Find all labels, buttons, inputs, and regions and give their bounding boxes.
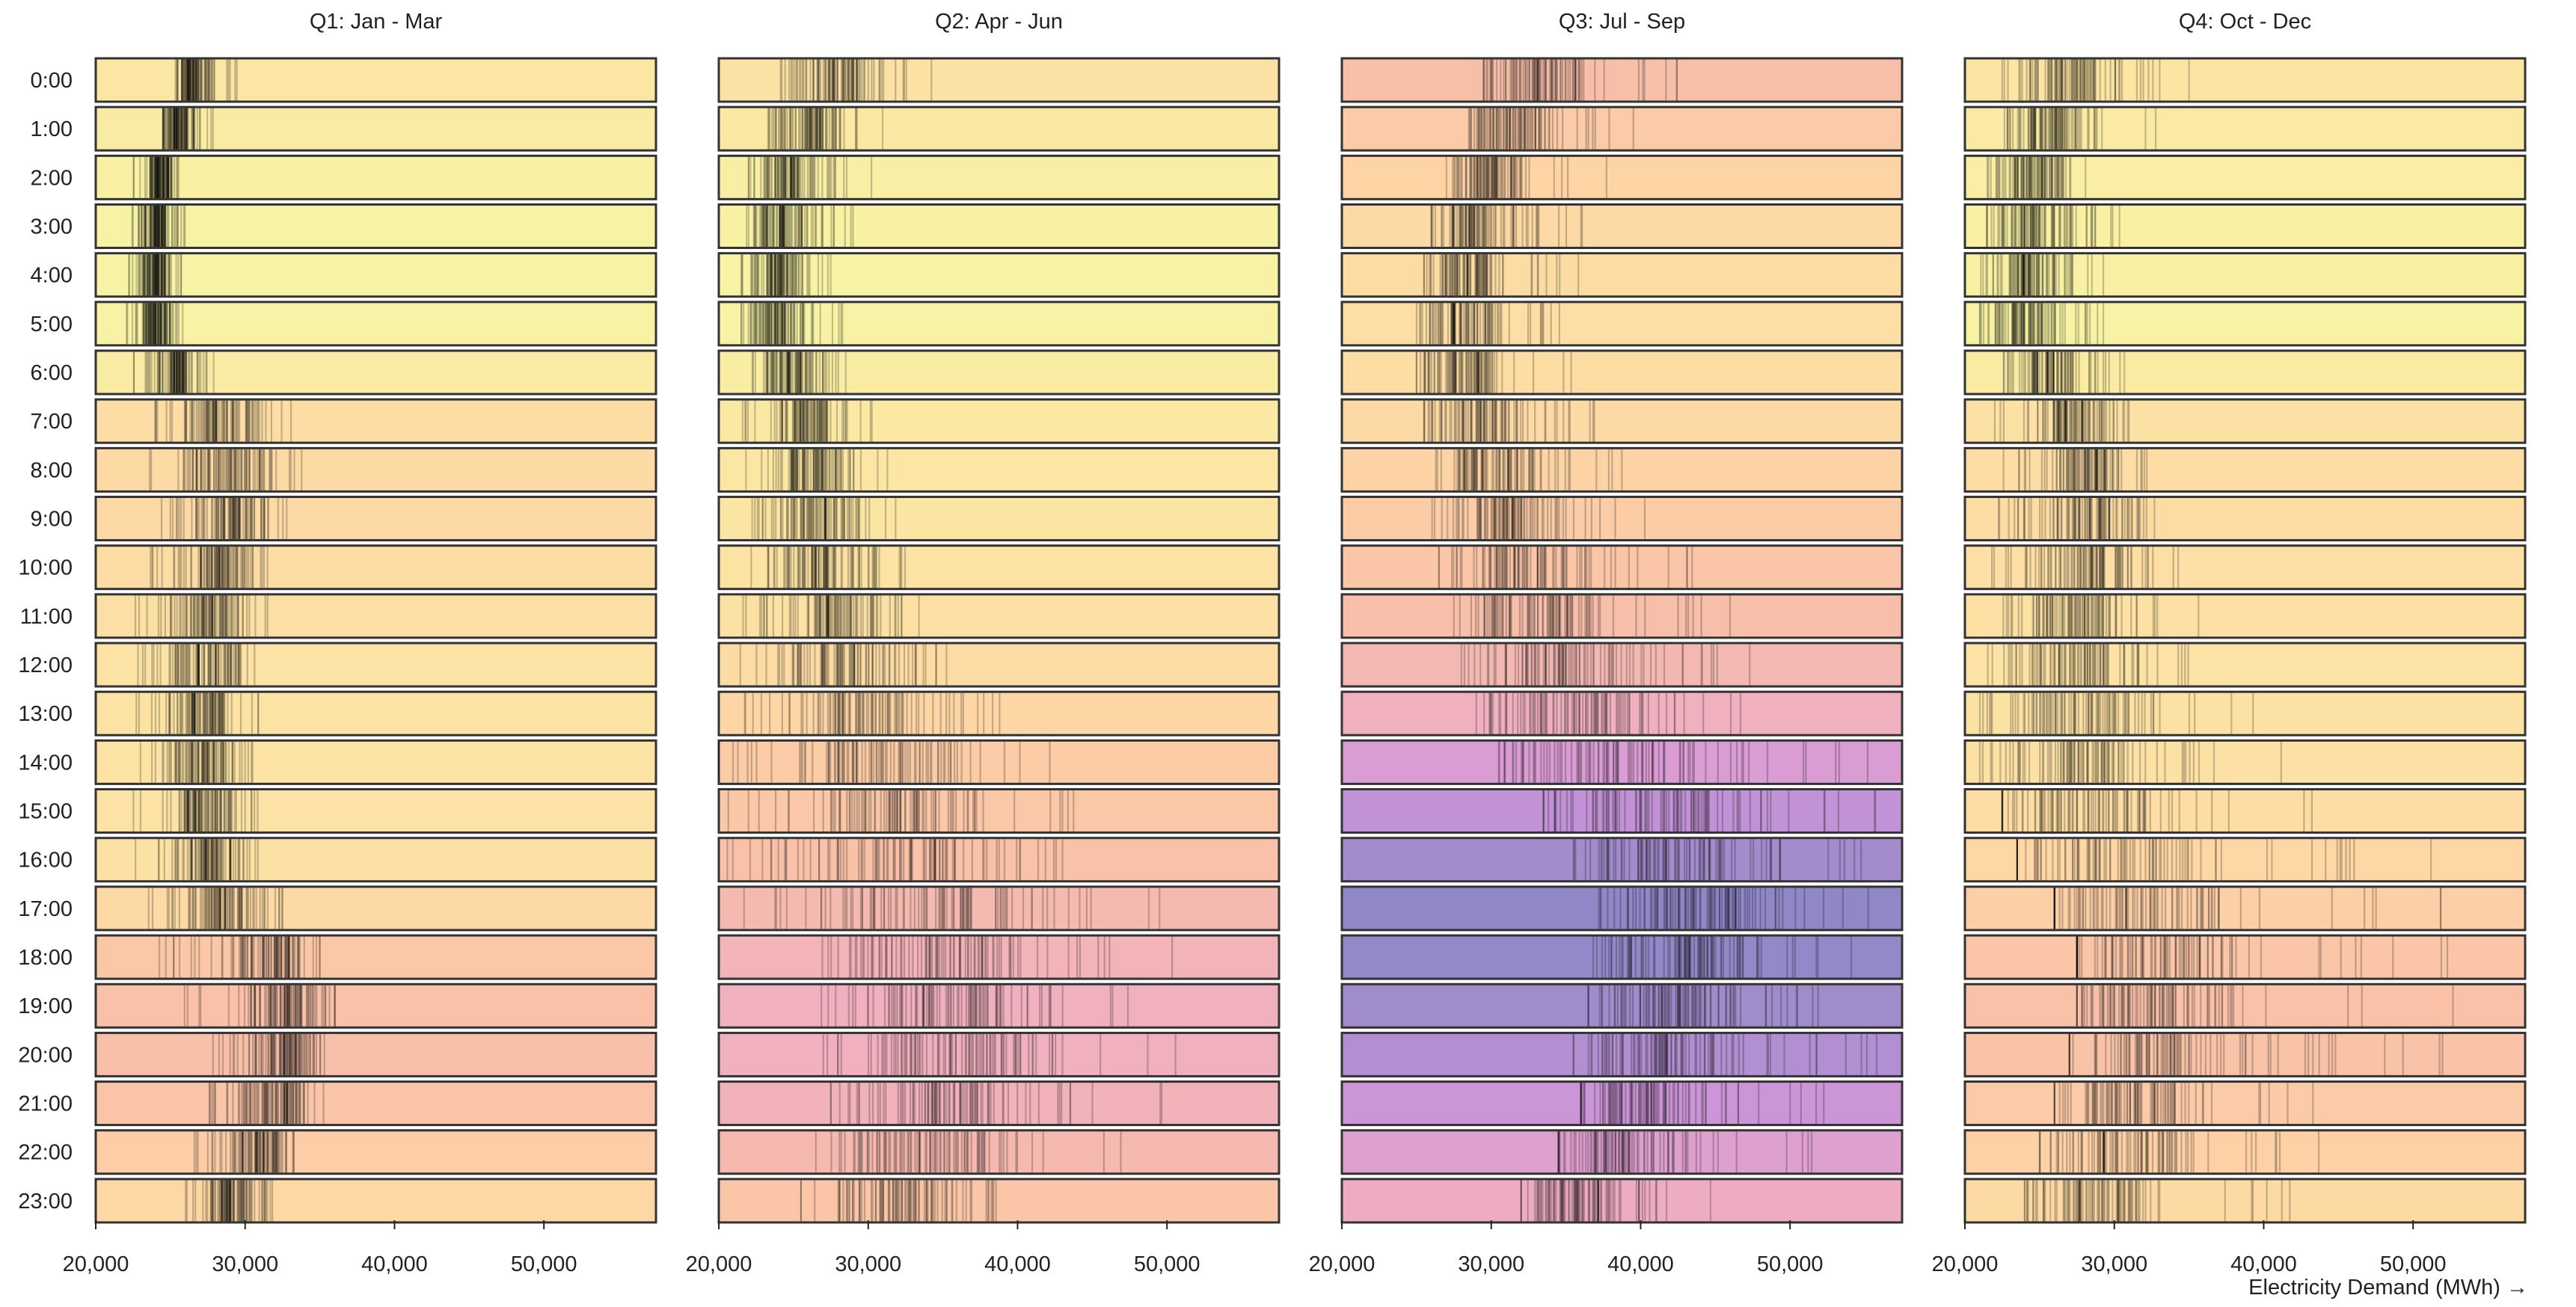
- hour-band: [94, 57, 657, 103]
- hour-label: 21:00: [18, 1092, 73, 1116]
- hour-band: [94, 203, 657, 250]
- hour-label: 9:00: [31, 508, 73, 532]
- hour-band: [717, 885, 1281, 932]
- hour-band: [717, 446, 1281, 493]
- hour-band: [94, 544, 657, 591]
- hour-band: [94, 934, 657, 980]
- hour-band: [94, 885, 657, 932]
- hour-band: [717, 837, 1281, 883]
- hour-band: [94, 837, 657, 883]
- hour-label: 15:00: [18, 800, 73, 824]
- hour-band: [94, 1178, 657, 1224]
- x-tick-label: 40,000: [361, 1252, 428, 1276]
- panel-2: Q2: Apr - Jun 20,000 30,000 40,000 50,000: [686, 10, 1281, 1276]
- hour-label: 16:00: [18, 849, 73, 873]
- hour-band: [94, 154, 657, 200]
- hour-band: [717, 57, 1281, 103]
- hour-band: [94, 496, 657, 542]
- hour-label: 3:00: [31, 215, 73, 239]
- panel-1: Q1: Jan - Mar 20,000 30,000 40,000 50,000: [63, 10, 657, 1276]
- hour-band: [717, 154, 1281, 200]
- hour-label: 1:00: [31, 117, 73, 141]
- hour-label: 6:00: [31, 361, 73, 385]
- hour-band: [717, 349, 1281, 396]
- hour-label: 8:00: [31, 458, 73, 482]
- hour-band: [717, 593, 1281, 639]
- panel-title: Q1: Jan - Mar: [310, 10, 443, 34]
- hour-label: 0:00: [31, 69, 73, 93]
- hour-label: 5:00: [31, 313, 73, 336]
- hour-band: [1340, 105, 1904, 152]
- hour-band: [94, 1129, 657, 1175]
- x-tick-label: 30,000: [212, 1252, 278, 1276]
- hour-band: [717, 788, 1281, 834]
- hour-band: [1340, 154, 1904, 200]
- x-tick-label: 20,000: [686, 1252, 752, 1276]
- x-tick-label: 20,000: [63, 1252, 129, 1276]
- x-tick-label: 50,000: [1134, 1252, 1200, 1276]
- hour-band: [717, 739, 1281, 785]
- hour-label: 22:00: [18, 1141, 73, 1165]
- x-tick-label: 30,000: [835, 1252, 901, 1276]
- hour-label: 12:00: [18, 654, 73, 677]
- hour-band: [717, 203, 1281, 250]
- hour-band: [717, 1178, 1281, 1224]
- hour-band: [717, 642, 1281, 688]
- hour-band: [717, 1129, 1281, 1175]
- hour-band: [94, 1031, 657, 1077]
- hour-band: [717, 496, 1281, 542]
- panel-title: Q3: Jul - Sep: [1559, 10, 1685, 34]
- hour-band: [717, 544, 1281, 591]
- hour-band: [1340, 252, 1904, 298]
- hour-band: [717, 398, 1281, 444]
- hour-band: [94, 398, 657, 444]
- hour-band: [94, 301, 657, 347]
- hour-label: 10:00: [18, 556, 73, 580]
- hour-band: [94, 690, 657, 736]
- hour-band: [94, 349, 657, 396]
- hour-label: 18:00: [18, 946, 73, 970]
- hour-band: [94, 982, 657, 1029]
- hour-band: [717, 934, 1281, 980]
- hour-band: [94, 593, 657, 639]
- hour-band: [717, 301, 1281, 347]
- hour-band: [1340, 301, 1904, 347]
- hour-band: [94, 739, 657, 785]
- hour-band: [1340, 349, 1904, 396]
- hour-label: 7:00: [31, 410, 73, 434]
- hour-band: [717, 252, 1281, 298]
- x-tick-label: 40,000: [984, 1252, 1051, 1276]
- hour-label: 2:00: [31, 166, 73, 190]
- hour-band: [717, 1080, 1281, 1127]
- hour-label: 20:00: [18, 1043, 73, 1067]
- hour-label: 17:00: [18, 897, 73, 921]
- hour-label: 13:00: [18, 702, 73, 726]
- hour-label: 14:00: [18, 751, 73, 775]
- panel-title: Q2: Apr - Jun: [935, 10, 1063, 34]
- hour-label: 4:00: [31, 264, 73, 288]
- hour-band: [1340, 57, 1904, 103]
- hour-band: [717, 690, 1281, 736]
- hour-band: [94, 252, 657, 298]
- hour-band: [94, 1080, 657, 1127]
- hour-band: [717, 1031, 1281, 1077]
- hour-band: [94, 446, 657, 493]
- hour-label: 11:00: [20, 605, 73, 629]
- hour-band: [94, 642, 657, 688]
- hour-band: [717, 982, 1281, 1029]
- hour-band: [94, 105, 657, 152]
- hour-label: 23:00: [18, 1190, 73, 1214]
- x-tick-label: 50,000: [511, 1252, 577, 1276]
- hour-band: [94, 788, 657, 834]
- hour-label: 19:00: [18, 994, 73, 1018]
- hour-band: [1340, 203, 1904, 250]
- hour-band: [717, 105, 1281, 152]
